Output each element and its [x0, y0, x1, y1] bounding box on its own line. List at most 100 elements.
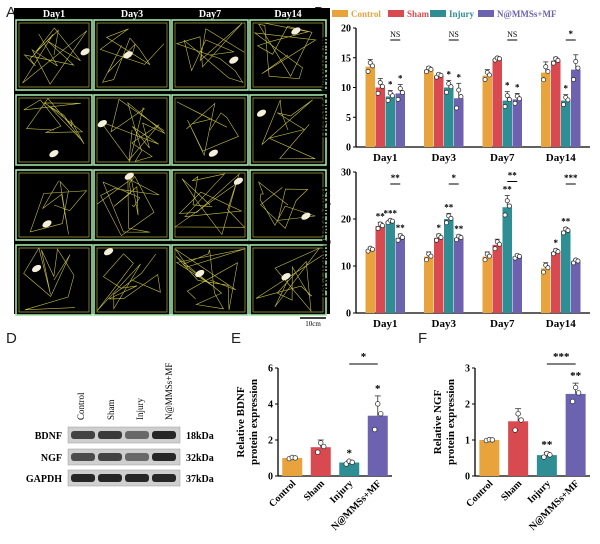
data-point — [541, 269, 547, 275]
legend-swatch — [430, 10, 446, 17]
bar — [434, 75, 444, 147]
significance-star: * — [447, 69, 452, 79]
data-point — [370, 246, 375, 252]
mouse-endpoint — [208, 149, 218, 157]
data-point — [349, 459, 355, 465]
blot-column-label: Injury — [135, 398, 145, 420]
data-point — [571, 77, 577, 82]
significance-star: * — [515, 82, 520, 92]
y-tick-label: 4 — [268, 400, 273, 411]
movement-track — [253, 22, 317, 80]
movement-track — [176, 101, 239, 157]
x-tick-label: Day3 — [432, 318, 457, 330]
blot-kda-label: 37kDa — [186, 474, 214, 485]
data-point — [565, 97, 571, 103]
data-point — [395, 96, 401, 102]
y-tick-label: 2 — [268, 436, 273, 447]
data-point — [372, 426, 378, 433]
panel-label-d: D — [6, 330, 17, 347]
data-point — [395, 237, 401, 243]
x-tick-label: Injury — [526, 478, 553, 505]
legend-label: Sham — [407, 9, 430, 19]
data-point — [497, 56, 502, 62]
y-axis-label: protein expression — [445, 379, 457, 465]
data-point — [572, 384, 579, 391]
bracket-label: * — [361, 351, 367, 363]
blot-band — [98, 474, 122, 482]
data-point — [454, 105, 459, 111]
data-point — [482, 77, 488, 82]
x-tick-label: N@MMSs+MF — [527, 478, 582, 533]
mouse-endpoint — [229, 56, 239, 64]
legend-swatch — [332, 10, 348, 17]
data-point — [517, 96, 522, 102]
significance-star: *** — [384, 208, 398, 218]
data-point — [456, 87, 462, 93]
edge-track — [252, 247, 324, 313]
movement-track — [23, 98, 85, 145]
bar — [454, 98, 464, 147]
edge-track — [18, 172, 90, 238]
column-label: Day3 — [121, 9, 143, 20]
column-label: Day14 — [274, 9, 301, 20]
x-tick-label: Day1 — [373, 318, 397, 330]
blot-band — [98, 431, 122, 439]
movement-track — [22, 27, 88, 85]
data-point — [512, 100, 518, 106]
y-axis-label: protein expression — [248, 379, 260, 465]
data-point — [502, 104, 508, 109]
blot-kda-label: 32kDa — [186, 453, 214, 464]
mouse-endpoint — [291, 27, 301, 35]
data-point — [489, 437, 496, 443]
x-tick-label: Day7 — [490, 318, 515, 330]
edge-track — [18, 247, 90, 313]
movement-track — [174, 173, 246, 236]
x-tick-label: Day7 — [490, 152, 515, 164]
data-point — [555, 57, 561, 63]
data-point — [397, 86, 403, 91]
movement-track — [261, 99, 316, 159]
y-tick-label: 1 — [465, 436, 470, 447]
y-tick-label: 6 — [268, 364, 273, 375]
data-point — [497, 241, 502, 247]
bar — [502, 100, 512, 147]
blot-column-label: N@MMSs+MF — [164, 363, 174, 420]
significance-star: ** — [396, 223, 406, 233]
bar — [561, 230, 571, 313]
data-point — [504, 198, 510, 204]
data-point — [428, 66, 434, 72]
data-point — [390, 93, 395, 99]
x-tick-label: Control — [267, 478, 298, 509]
movement-track — [255, 247, 323, 312]
mouse-endpoint — [256, 109, 267, 117]
bar — [375, 87, 385, 147]
bar — [551, 251, 561, 313]
mouse-endpoint — [104, 248, 114, 256]
mouse-endpoint — [49, 149, 59, 158]
blot-strip — [67, 469, 181, 487]
data-point — [444, 220, 449, 226]
data-point — [517, 253, 522, 259]
blot-strip — [67, 448, 181, 466]
bar — [365, 66, 375, 147]
legend-swatch — [388, 10, 404, 17]
data-point — [573, 59, 579, 64]
panel-d-western-blot: Control Sham Injury N@MMSs+MF BDNF 18kDa NGF 32… — [26, 363, 214, 487]
bar — [310, 447, 331, 476]
mouse-endpoint — [124, 172, 134, 180]
data-point — [424, 257, 429, 263]
scale-label: 10cm — [305, 320, 321, 328]
bar — [551, 60, 561, 147]
edge-track — [18, 97, 90, 163]
data-point — [438, 234, 444, 240]
significance-star: * — [347, 447, 353, 459]
bar — [512, 99, 522, 147]
significance-star: * — [554, 238, 559, 248]
data-point — [434, 237, 439, 243]
bar — [367, 415, 388, 476]
panel-label-e: E — [231, 330, 242, 347]
significance-star: ** — [561, 216, 571, 226]
data-point — [561, 230, 567, 236]
data-point — [444, 89, 449, 95]
data-point — [545, 265, 551, 271]
